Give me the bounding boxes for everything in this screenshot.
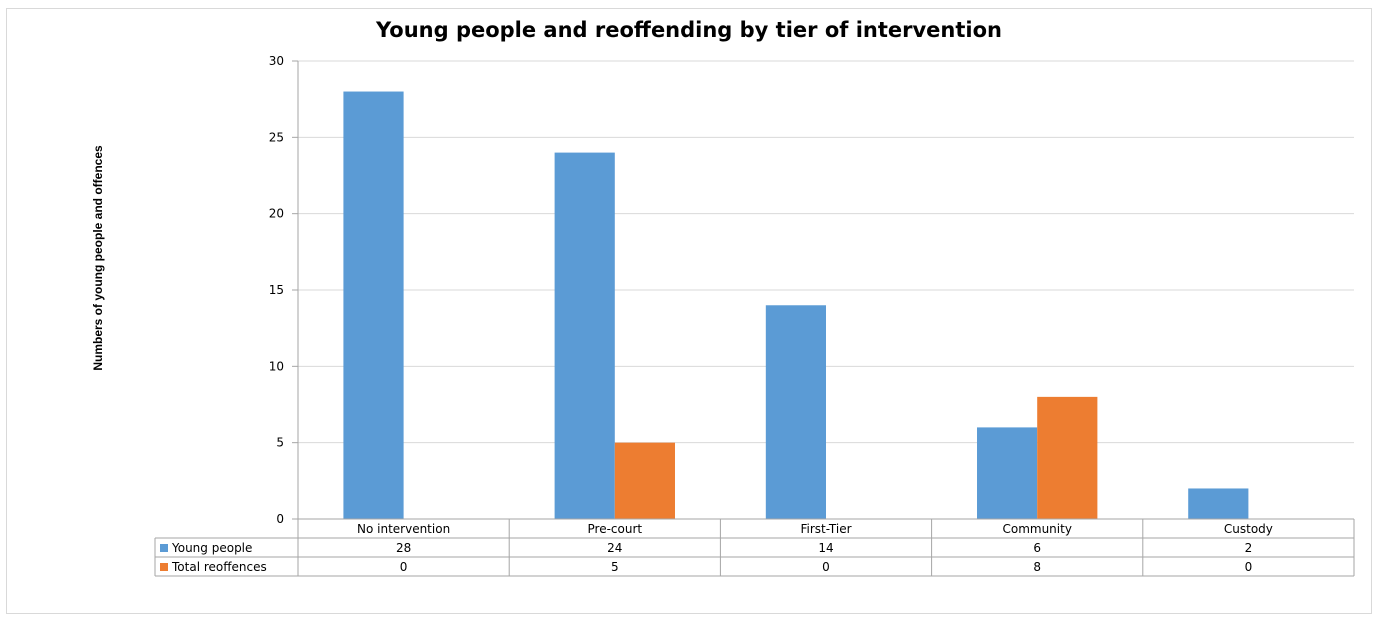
x-category-label: No intervention [357,522,450,536]
y-tick-label: 10 [269,359,284,373]
x-category-label: Pre-court [588,522,643,536]
data-value: 24 [607,541,622,555]
legend-label: Young people [171,541,252,555]
chart-title: Young people and reoffending by tier of … [376,18,1002,42]
chart-frame [6,8,1372,614]
data-value: 14 [818,541,833,555]
x-category-label: Custody [1224,522,1273,536]
y-tick-label: 20 [269,207,284,221]
y-tick-label: 30 [269,54,284,68]
y-tick-label: 25 [269,130,284,144]
y-tick-label: 15 [269,283,284,297]
data-value: 0 [1245,560,1253,574]
bar-young-people [1188,488,1249,519]
bar-total-reoffences [1037,396,1098,519]
bar-young-people [765,305,826,519]
bar-young-people [977,427,1038,519]
bar-young-people [554,152,615,519]
bar-total-reoffences [614,442,675,519]
data-value: 0 [400,560,408,574]
legend-key [160,563,168,571]
data-value: 8 [1033,560,1041,574]
y-tick-label: 0 [276,512,284,526]
bar-young-people [343,91,404,520]
x-category-label: First-Tier [800,522,851,536]
data-value: 5 [611,560,619,574]
data-value: 2 [1245,541,1253,555]
legend-key [160,544,168,552]
data-value: 28 [396,541,411,555]
data-value: 0 [822,560,830,574]
legend-label: Total reoffences [171,560,267,574]
data-value: 6 [1033,541,1041,555]
x-category-label: Community [1002,522,1071,536]
y-tick-label: 5 [276,436,284,450]
